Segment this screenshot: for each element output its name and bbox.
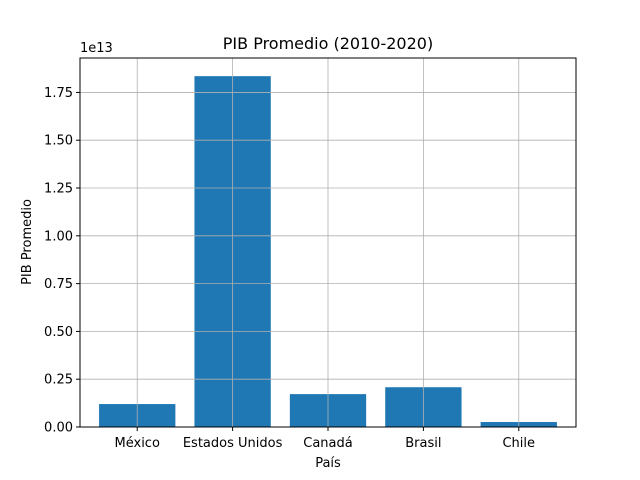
- y-tick-label: 1.50: [44, 134, 73, 149]
- y-tick-label: 0.75: [44, 277, 73, 292]
- y-offset-label: 1e13: [80, 41, 113, 56]
- x-tick-label: México: [115, 436, 160, 451]
- ticks-layer: 0.00 0.25 0.50 0.75 1.00 1.25 1.50 1.75 México Es…: [44, 86, 535, 451]
- y-axis-label: PIB Promedio: [20, 199, 35, 285]
- x-tick-label: Brasil: [405, 436, 441, 451]
- x-tick-label: Canadá: [303, 436, 352, 451]
- chart-title: PIB Promedio (2010-2020): [223, 34, 433, 53]
- y-tick-label: 1.00: [44, 229, 73, 244]
- x-axis-label: País: [315, 456, 341, 471]
- y-tick-label: 0.50: [44, 325, 73, 340]
- y-tick-label: 0.25: [44, 373, 73, 388]
- x-tick-label: Estados Unidos: [183, 436, 283, 451]
- y-tick-label: 1.25: [44, 182, 73, 197]
- grid-layer: [80, 58, 576, 428]
- y-tick-label: 0.00: [44, 421, 73, 436]
- y-tick-label: 1.75: [44, 86, 73, 101]
- x-tick-label: Chile: [502, 436, 535, 451]
